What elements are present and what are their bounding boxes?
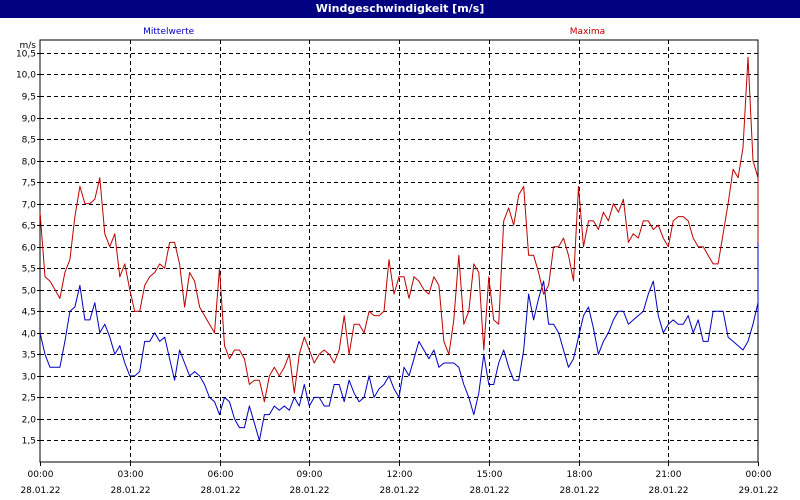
- legend-mittelwerte: Mittelwerte: [143, 27, 194, 37]
- x-tick-time: 21:00: [656, 470, 682, 480]
- x-tick-time: 12:00: [387, 470, 413, 480]
- x-tick-time: 15:00: [477, 470, 503, 480]
- y-tick-label: 4,0: [22, 330, 37, 340]
- y-tick-label: 9,5: [22, 93, 36, 103]
- legend: Mittelwerte Maxima: [143, 27, 605, 37]
- x-tick-date: 28.01.22: [289, 486, 329, 496]
- y-tick-label: 3,5: [22, 351, 36, 361]
- x-tick-time: 06:00: [208, 470, 234, 480]
- y-tick-label: 5,5: [22, 265, 36, 275]
- x-tick-time: 18:00: [567, 470, 593, 480]
- y-tick-label: 10,0: [16, 71, 36, 81]
- x-tick-time: 03:00: [118, 470, 144, 480]
- axes: 1,5 2,0 2,5 3,0 3,5 4,0 4,5 5,0 5,5 6,0 6,5 7,0 7,5 8…: [16, 41, 779, 496]
- series-line-maxima: [39, 56, 759, 403]
- series-lines: [39, 56, 759, 441]
- y-tick-label: 2,0: [22, 416, 37, 426]
- x-tick-time: 09:00: [297, 470, 323, 480]
- x-tick-date: 28.01.22: [20, 486, 60, 496]
- chart-title: Windgeschwindigkeit [m/s]: [0, 0, 800, 18]
- y-tick-label: 6,5: [22, 222, 36, 232]
- y-tick-label: 3,0: [22, 373, 37, 383]
- y-tick-label: 8,0: [22, 158, 37, 168]
- y-tick-label: 6,0: [22, 244, 37, 254]
- y-tick-label: 9,0: [22, 115, 37, 125]
- y-tick-label: 4,5: [22, 308, 36, 318]
- x-tick-date: 28.01.22: [200, 486, 240, 496]
- y-tick-label: 5,0: [22, 287, 37, 297]
- x-tick-time: 00:00: [28, 470, 54, 480]
- y-axis-label: m/s: [20, 41, 37, 51]
- series-line-mittelwerte: [39, 237, 759, 441]
- x-tick-date: 29.01.22: [738, 486, 778, 496]
- wind-speed-chart: 1,5 2,0 2,5 3,0 3,5 4,0 4,5 5,0 5,5 6,0 6,5 7,0 7,5 8…: [16, 27, 779, 496]
- x-tick-date: 28.01.22: [559, 486, 599, 496]
- x-tick-date: 28.01.22: [648, 486, 688, 496]
- x-tick-date: 28.01.22: [469, 486, 509, 496]
- grid: [39, 39, 759, 463]
- legend-maxima: Maxima: [570, 27, 605, 37]
- y-tick-label: 10,5: [16, 50, 36, 60]
- x-tick-date: 28.01.22: [379, 486, 419, 496]
- y-tick-label: 7,5: [22, 179, 36, 189]
- y-tick-label: 7,0: [22, 201, 37, 211]
- x-tick-date: 28.01.22: [110, 486, 150, 496]
- y-tick-label: 2,5: [22, 394, 36, 404]
- x-tick-time: 00:00: [746, 470, 772, 480]
- y-tick-label: 8,5: [22, 136, 36, 146]
- y-tick-label: 1,5: [22, 437, 36, 447]
